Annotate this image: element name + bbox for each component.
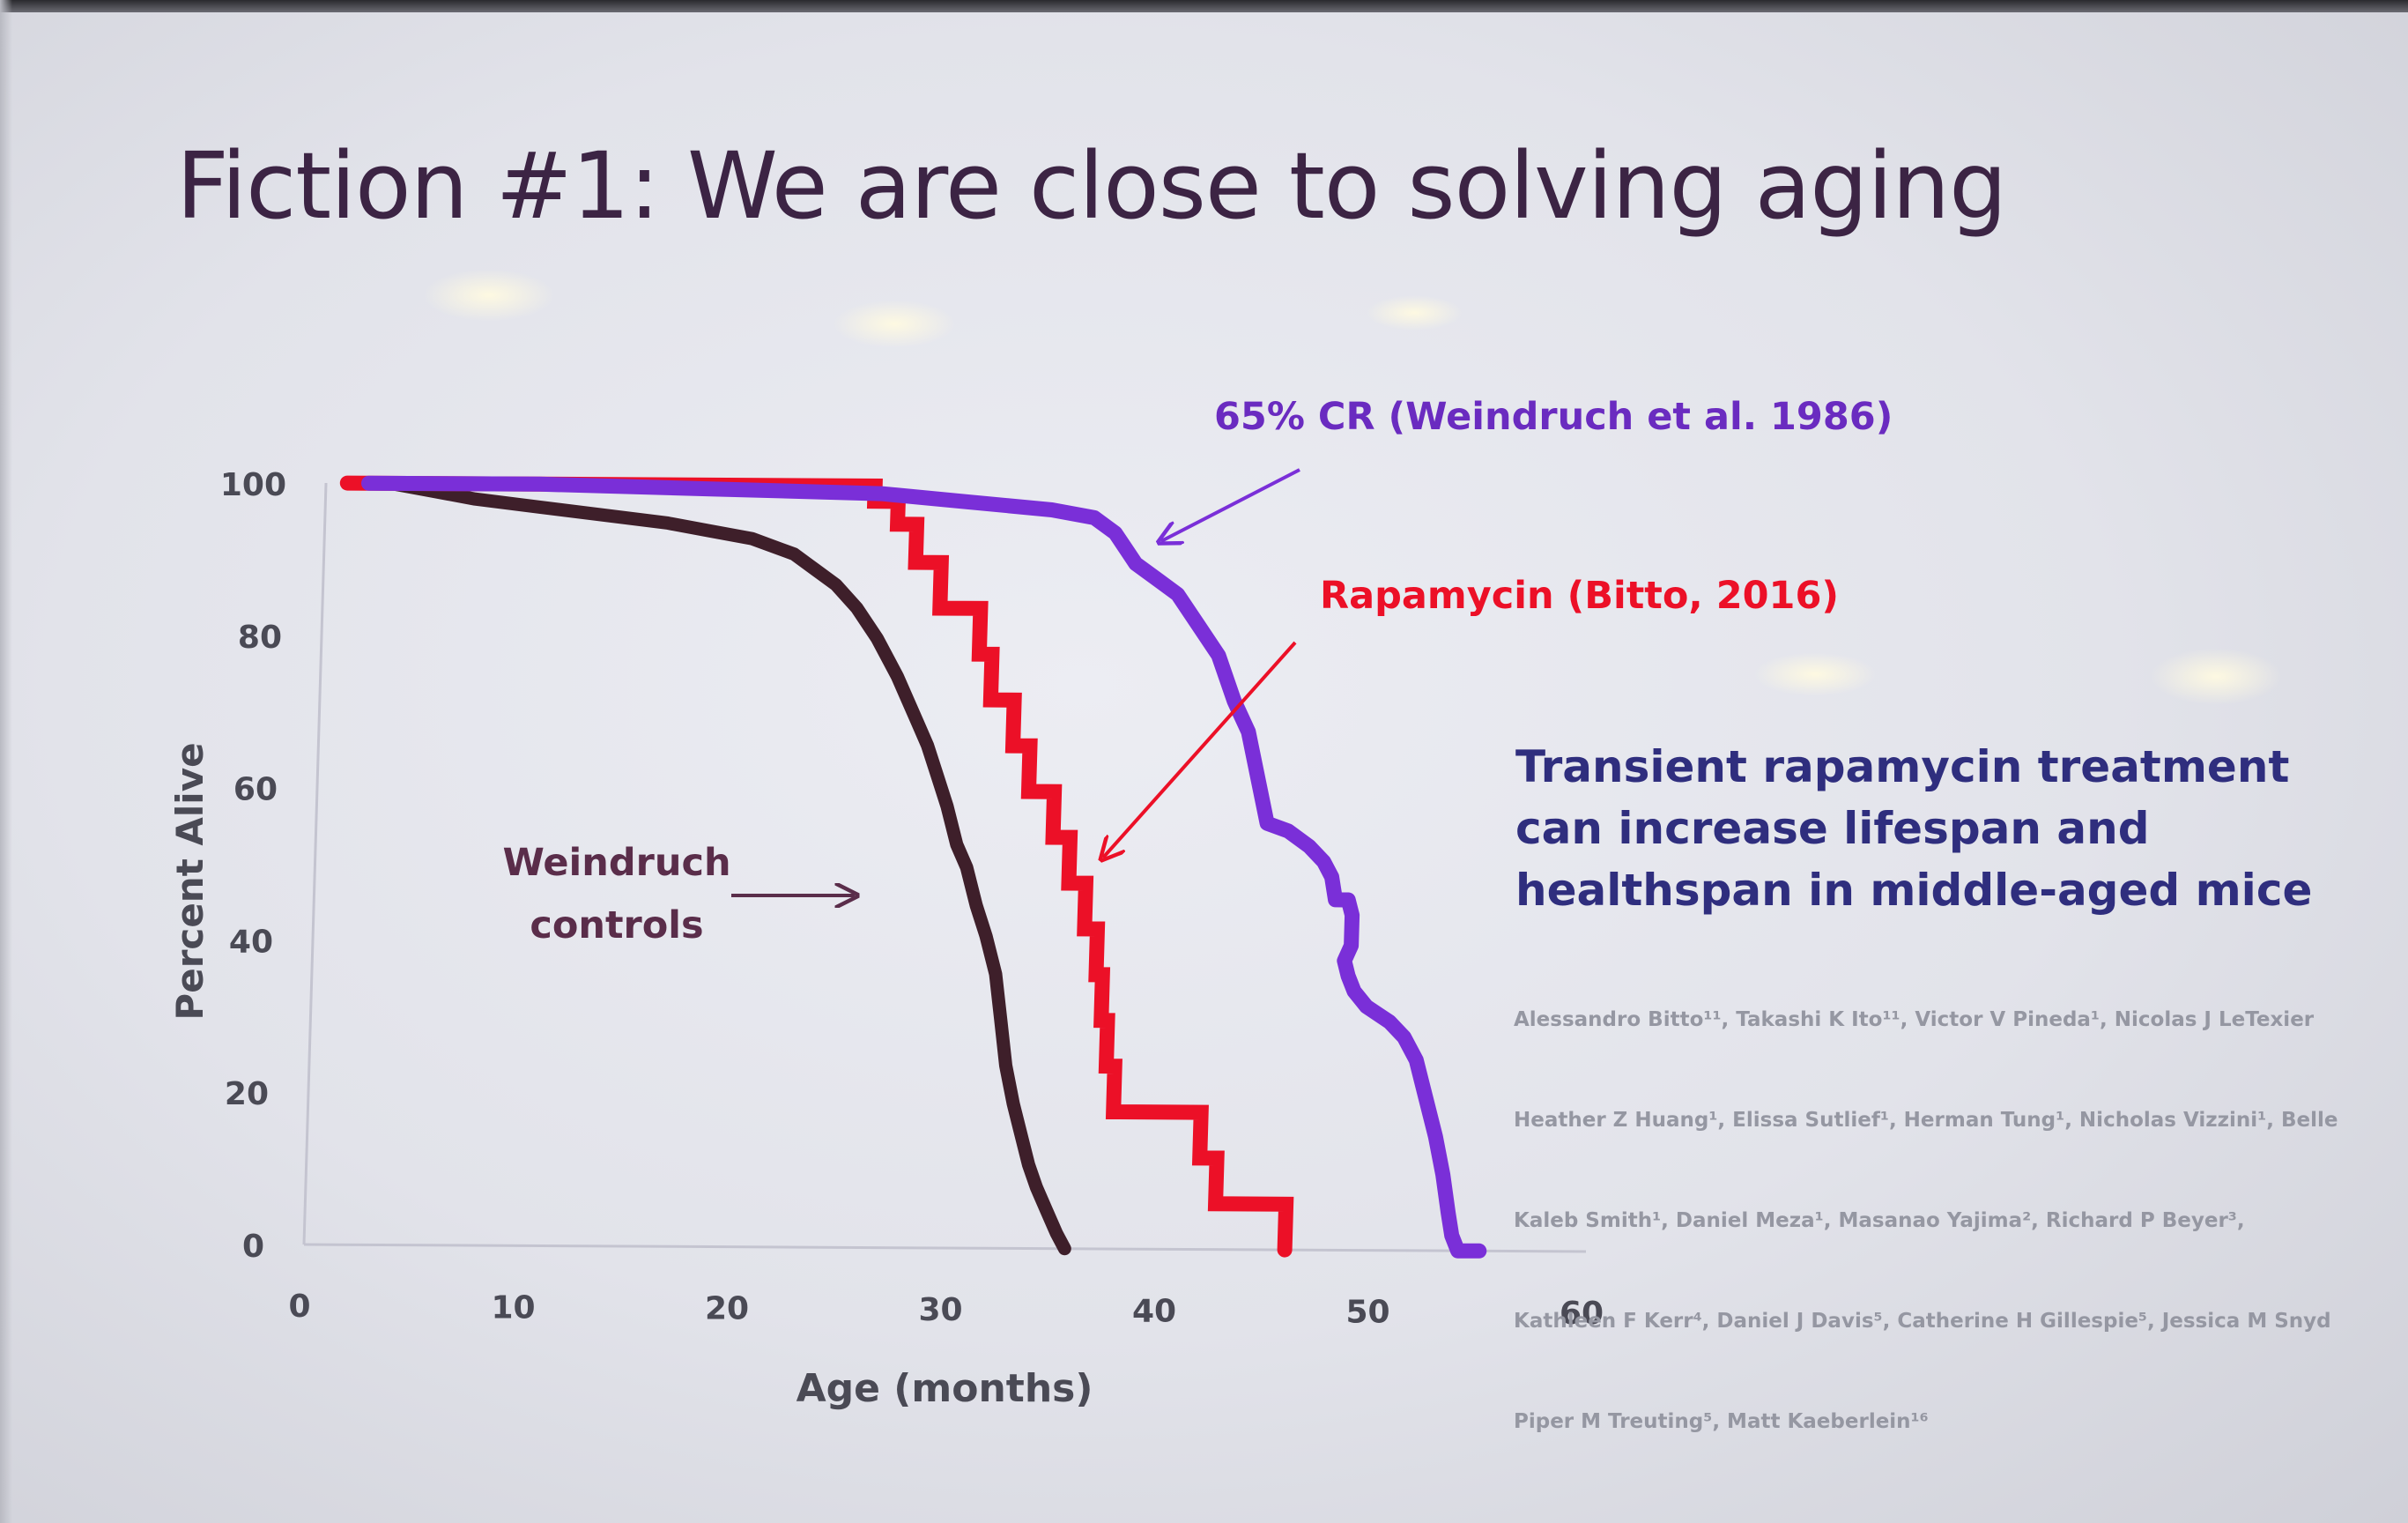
x-axis-line — [303, 1243, 1587, 1253]
x-tick-label: 60 — [1560, 1296, 1604, 1332]
rapamycin-annotation-arrow — [1103, 641, 1297, 858]
paper-title: Transient rapamycin treatment can increa… — [1515, 741, 2313, 916]
cr-annotation-arrow — [1161, 468, 1300, 541]
controls-annotation-line-1: Weindruch — [502, 841, 730, 885]
x-tick-label: 30 — [918, 1292, 962, 1328]
y-tick-label: 40 — [229, 924, 273, 960]
rapamycin-annotation: Rapamycin (Bitto, 2016) — [1320, 574, 1839, 618]
x-tick-label: 40 — [1132, 1293, 1176, 1329]
light-glare — [833, 300, 956, 348]
light-glare — [2150, 648, 2282, 705]
slide-title: Fiction #1: We are close to solving agin… — [176, 132, 2007, 240]
x-axis-label: Age (months) — [796, 1366, 1093, 1411]
y-tick-label: 20 — [225, 1076, 269, 1112]
paper-authors-line: Kaleb Smith¹, Daniel Meza¹, Masanao Yaji… — [1514, 1209, 2245, 1232]
rapamycin-survival-line — [339, 475, 1294, 1258]
y-tick-label: 80 — [238, 620, 282, 656]
paper-authors-line: Kathleen F Kerr⁴, Daniel J Davis⁵, Cathe… — [1514, 1310, 2331, 1333]
x-tick-label: 20 — [705, 1291, 749, 1327]
y-tick-label: 60 — [233, 772, 278, 808]
controls-survival-line — [340, 476, 1071, 1256]
x-tick-label: 10 — [491, 1289, 535, 1326]
x-tick-label: 0 — [288, 1289, 310, 1325]
light-glare — [1366, 295, 1463, 331]
y-axis-line — [302, 482, 328, 1245]
y-tick-label: 0 — [242, 1229, 264, 1265]
y-axis-label: Percent Alive — [168, 742, 211, 1020]
cr-annotation: 65% CR (Weindruch et al. 1986) — [1214, 395, 1893, 439]
paper-authors-line: Heather Z Huang¹, Elissa Sutlief¹, Herma… — [1514, 1109, 2338, 1132]
y-tick-labels: 0 20 40 60 80 100 — [220, 467, 286, 1265]
cr-survival-line — [361, 475, 1487, 1259]
paper-authors: Alessandro Bitto¹¹, Takashi K Ito¹¹, Vic… — [1514, 936, 2408, 1472]
paper-authors-line: Alessandro Bitto¹¹, Takashi K Ito¹¹, Vic… — [1514, 1008, 2315, 1031]
screen-left-edge — [0, 0, 12, 1523]
controls-annotation-line-2: controls — [530, 903, 703, 947]
light-glare — [1753, 652, 1877, 696]
light-glare — [423, 269, 555, 322]
series-layer — [339, 475, 1487, 1259]
x-tick-labels: 0 10 20 30 40 50 60 — [288, 1289, 1604, 1332]
y-tick-label: 100 — [220, 467, 286, 503]
screen-top-edge — [0, 0, 2408, 12]
paper-authors-line: Piper M Treuting⁵, Matt Kaeberlein¹⁶ — [1514, 1410, 1929, 1433]
x-tick-label: 50 — [1345, 1295, 1389, 1331]
